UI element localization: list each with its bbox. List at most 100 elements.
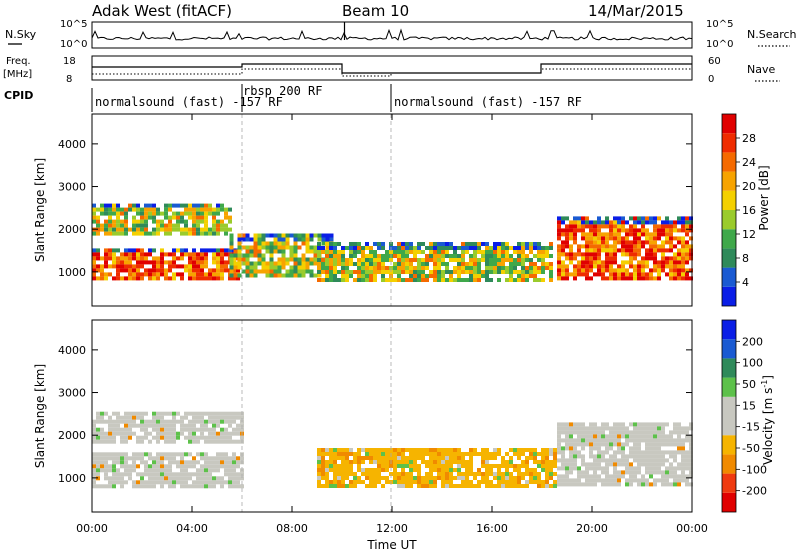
echo-cell: [673, 422, 677, 427]
echo-cell: [557, 438, 561, 443]
echo-cell: [369, 480, 373, 484]
echo-cell: [473, 246, 477, 250]
echo-cell: [140, 252, 144, 257]
echo-cell: [172, 423, 176, 428]
echo-cell: [112, 256, 116, 261]
echo-cell: [649, 244, 653, 249]
echo-cell: [461, 480, 465, 484]
echo-cell: [441, 476, 445, 480]
echo-cell: [637, 248, 641, 253]
echo-cell: [613, 434, 617, 439]
echo-cell: [305, 269, 310, 274]
echo-cell: [685, 228, 689, 233]
echo-cell: [160, 464, 164, 469]
echo-cell: [365, 452, 369, 456]
echo-cell: [196, 264, 200, 269]
echo-cell: [136, 464, 140, 469]
echo-cell: [401, 448, 405, 452]
echo-cell: [305, 237, 310, 242]
echo-cell: [132, 480, 136, 485]
echo-cell: [100, 411, 104, 416]
echo-cell: [128, 423, 132, 428]
echo-cell: [457, 452, 461, 456]
echo-cell: [489, 456, 493, 460]
echo-cell: [200, 431, 204, 436]
echo-cell: [124, 439, 128, 444]
echo-cell: [224, 248, 228, 253]
echo-cell: [172, 411, 176, 416]
echo-cell: [517, 246, 521, 250]
echo-cell: [601, 454, 605, 459]
echo-cell: [425, 464, 429, 468]
echo-cell: [581, 232, 585, 237]
echo-cell: [625, 438, 629, 443]
echo-cell: [509, 270, 513, 274]
echo-cell: [337, 464, 341, 468]
echo-cell: [469, 254, 473, 258]
echo-cell: [481, 254, 485, 258]
echo-cell: [341, 484, 345, 488]
echo-cell: [124, 415, 128, 420]
echo-cell: [116, 272, 120, 277]
echo-cell: [445, 472, 449, 476]
echo-cell: [353, 476, 357, 480]
echo-cell: [96, 264, 100, 269]
echo-cell: [108, 419, 112, 424]
echo-cell: [253, 241, 258, 246]
echo-cell: [585, 252, 589, 257]
echo-cell: [108, 252, 112, 257]
echo-cell: [361, 456, 365, 460]
echo-cell: [681, 260, 685, 265]
echo-cell: [685, 268, 689, 273]
echo-cell: [164, 207, 168, 212]
echo-cell: [317, 278, 321, 282]
echo-cell: [537, 476, 541, 480]
echo-cell: [389, 456, 393, 460]
echo-cell: [92, 427, 96, 432]
echo-cell: [361, 278, 365, 282]
echo-cell: [581, 442, 585, 447]
echo-cell: [425, 448, 429, 452]
echo-cell: [557, 268, 561, 273]
echo-cell: [485, 278, 489, 282]
echo-cell: [493, 262, 497, 266]
echo-cell: [649, 422, 653, 427]
echo-cell: [128, 264, 132, 269]
echo-cell: [389, 258, 393, 262]
echo-cell: [349, 460, 353, 464]
echo-cell: [565, 268, 569, 273]
echo-cell: [617, 216, 621, 221]
echo-cell: [397, 278, 401, 282]
echo-cell: [569, 442, 573, 447]
echo-cell: [120, 439, 124, 444]
echo-cell: [156, 260, 160, 265]
echo-cell: [649, 232, 653, 237]
echo-cell: [108, 431, 112, 436]
echo-cell: [212, 276, 216, 281]
echo-cell: [232, 480, 236, 485]
echo-cell: [573, 256, 577, 261]
echo-cell: [601, 466, 605, 471]
echo-cell: [605, 236, 609, 241]
echo-cell: [136, 452, 140, 457]
echo-cell: [453, 266, 457, 270]
echo-cell: [485, 270, 489, 274]
echo-cell: [164, 452, 168, 457]
echo-cell: [164, 223, 168, 228]
echo-cell: [589, 240, 593, 245]
echo-cell: [613, 248, 617, 253]
echo-cell: [365, 468, 369, 472]
echo-cell: [200, 419, 204, 424]
echo-cell: [108, 219, 112, 224]
echo-cell: [96, 452, 100, 457]
echo-cell: [140, 219, 144, 224]
echo-cell: [605, 438, 609, 443]
echo-cell: [369, 472, 373, 476]
echo-cell: [164, 211, 168, 216]
echo-cell: [92, 248, 96, 253]
echo-cell: [188, 203, 192, 208]
echo-cell: [349, 262, 353, 266]
echo-cell: [389, 250, 393, 254]
echo-cell: [597, 224, 601, 229]
echo-cell: [673, 256, 677, 261]
